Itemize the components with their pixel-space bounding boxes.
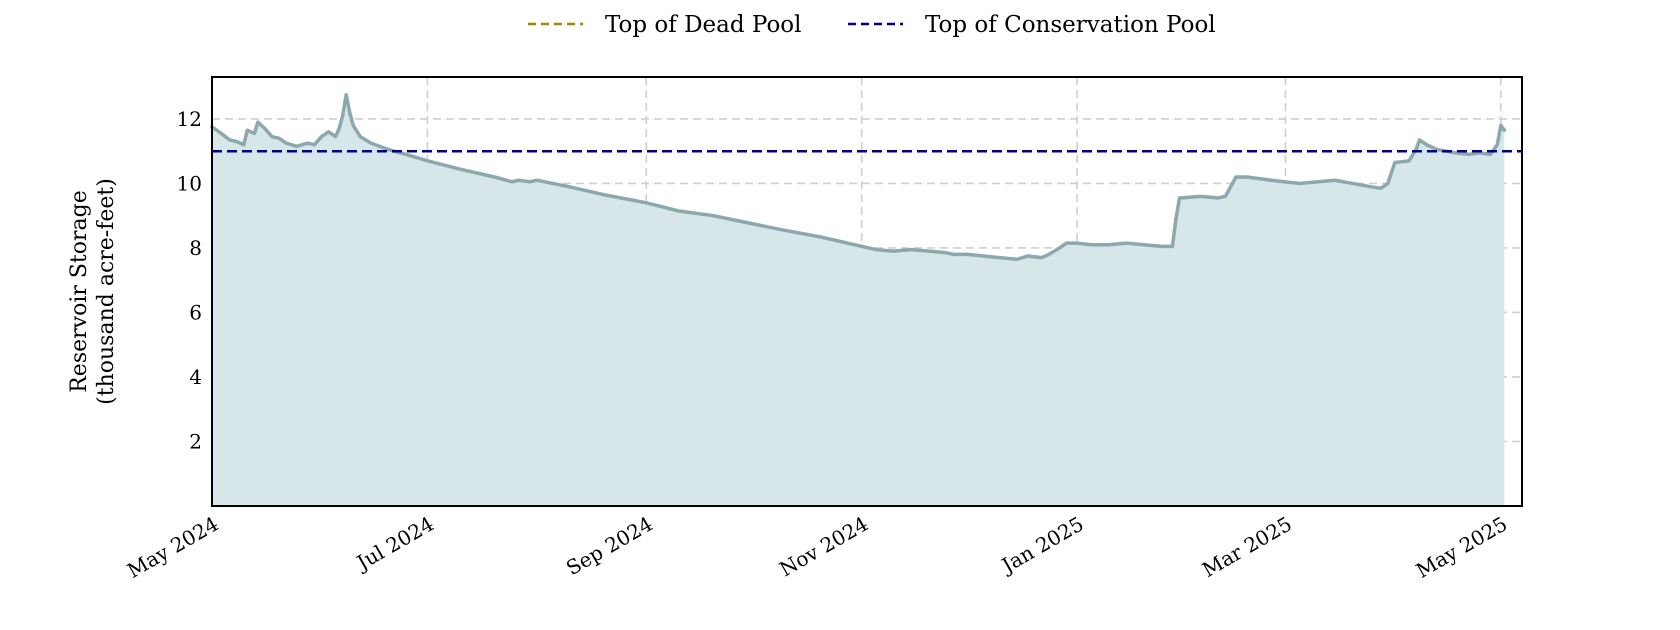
- y-axis-title-line: Reservoir Storage: [67, 190, 92, 393]
- y-tick-label: 2: [189, 429, 202, 453]
- data-layer: [210, 92, 1507, 507]
- storage-series-line: [210, 92, 1507, 261]
- y-tick-label: 8: [189, 236, 202, 260]
- y-tick-label: 6: [189, 300, 202, 324]
- y-tick-label: 10: [177, 171, 202, 195]
- storage-area-fill: [212, 94, 1505, 507]
- y-tick-label: 12: [177, 107, 202, 131]
- y-axis-title: Reservoir Storage(thousand acre-feet): [67, 178, 119, 405]
- y-tick-label: 4: [189, 365, 202, 389]
- y-axis-title-line: (thousand acre-feet): [94, 178, 119, 405]
- legend-label: Top of Dead Pool: [605, 12, 802, 38]
- plot-frame: [211, 76, 1523, 507]
- legend: Top of Dead Pool Top of Conservation Pool: [528, 12, 1216, 38]
- legend-label: Top of Conservation Pool: [925, 12, 1216, 38]
